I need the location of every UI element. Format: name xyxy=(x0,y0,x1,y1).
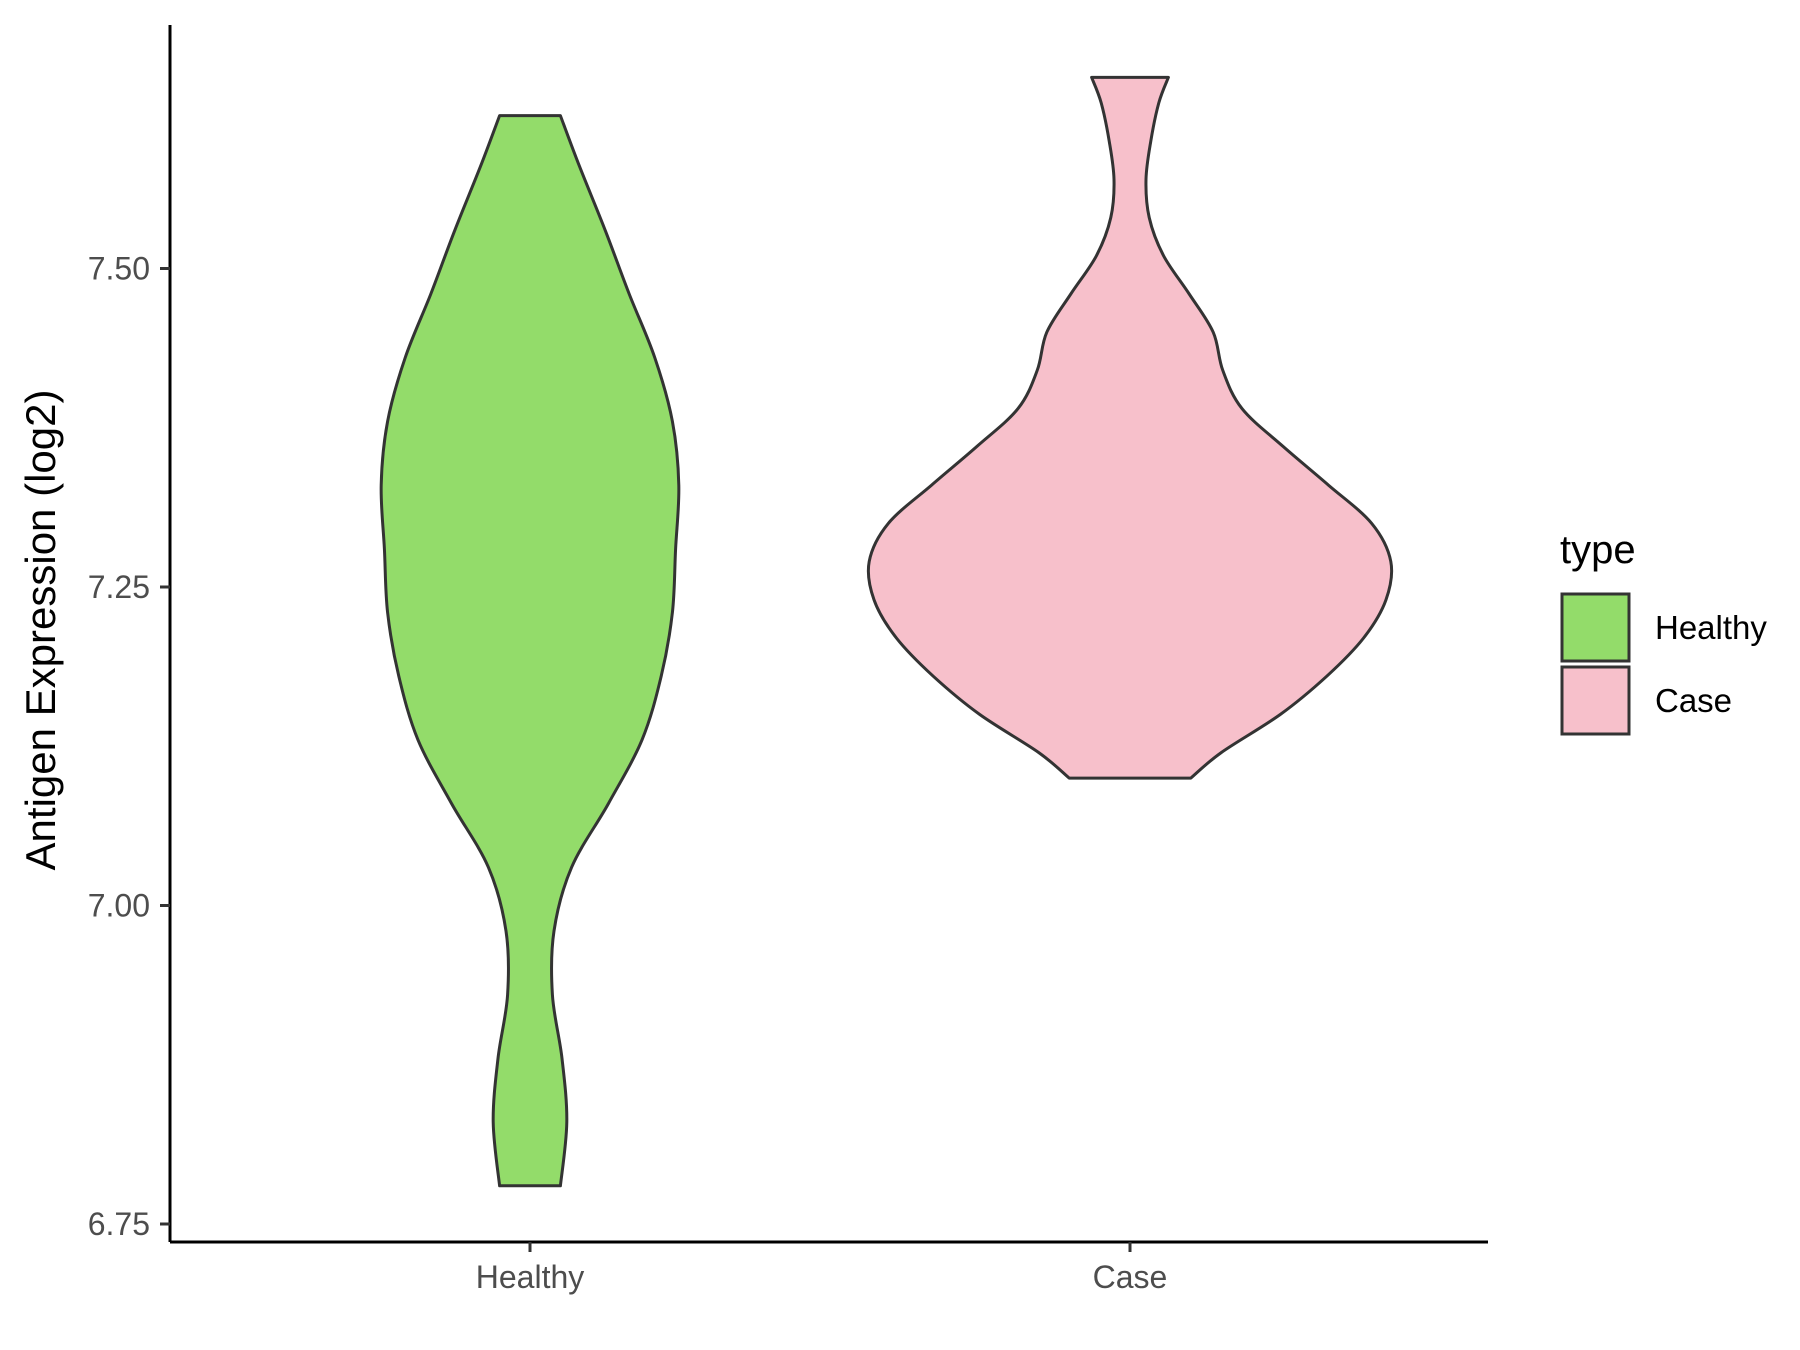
y-tick-label: 7.00 xyxy=(88,888,150,924)
y-axis-title: Antigen Expression (log2) xyxy=(17,390,64,871)
legend-swatch-healthy xyxy=(1560,592,1631,663)
violin-layer xyxy=(379,75,1394,1188)
y-tick-label: 6.75 xyxy=(88,1206,150,1242)
axes: 6.75 7.00 7.25 7.50 Healthy Case xyxy=(88,25,1488,1295)
legend-title: type xyxy=(1560,528,1636,572)
x-tick-label: Healthy xyxy=(476,1259,585,1295)
legend-label-healthy: Healthy xyxy=(1655,609,1767,646)
y-tick-label: 7.25 xyxy=(88,569,150,605)
y-tick-label: 7.50 xyxy=(88,251,150,287)
legend-label-case: Case xyxy=(1655,682,1732,719)
y-ticks: 6.75 7.00 7.25 7.50 xyxy=(88,251,170,1242)
violin-case xyxy=(866,75,1394,780)
violin-healthy xyxy=(379,114,681,1188)
legend-swatch-case xyxy=(1560,665,1631,736)
legend-entries: Healthy Case xyxy=(1560,592,1767,736)
x-tick-label: Case xyxy=(1093,1259,1168,1295)
x-ticks: Healthy Case xyxy=(476,1242,1168,1295)
legend: type Healthy Case xyxy=(1560,528,1767,736)
